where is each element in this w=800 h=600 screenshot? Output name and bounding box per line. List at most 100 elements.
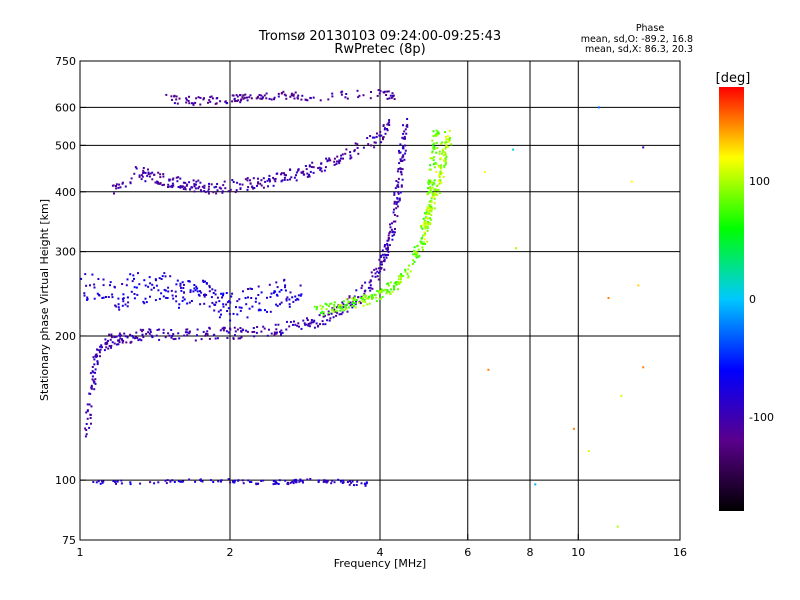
- scatter-point: [175, 300, 178, 303]
- scatter-point: [95, 353, 98, 356]
- scatter-point: [393, 233, 396, 236]
- scatter-point: [221, 327, 224, 330]
- scatter-point: [219, 309, 222, 312]
- scatter-point: [195, 97, 198, 100]
- scatter-point: [353, 295, 356, 298]
- scatter-point: [203, 186, 206, 189]
- scatter-point: [102, 278, 105, 281]
- scatter-point: [382, 91, 385, 94]
- scatter-point: [360, 482, 363, 485]
- scatter-point: [406, 118, 409, 120]
- scatter-point: [172, 338, 175, 341]
- scatter-point: [260, 480, 263, 482]
- scatter-point: [275, 281, 278, 284]
- scatter-point: [439, 158, 442, 161]
- scatter-point: [273, 331, 276, 334]
- scatter-point: [182, 480, 185, 483]
- scatter-point: [346, 97, 349, 100]
- scatter-point: [400, 273, 403, 276]
- scatter-point: [431, 150, 434, 153]
- scatter-point: [429, 168, 432, 171]
- scatter-point: [431, 139, 434, 142]
- scatter-point: [406, 123, 409, 126]
- scatter-point: [108, 333, 111, 336]
- scatter-point: [345, 307, 348, 310]
- scatter-point: [130, 340, 133, 343]
- scatter-point: [111, 341, 114, 344]
- scatter-point: [202, 330, 205, 333]
- scatter-point: [354, 142, 357, 145]
- scatter-point: [384, 244, 386, 246]
- scatter-point: [322, 480, 325, 483]
- x-tick-label: 8: [527, 546, 534, 559]
- scatter-point: [138, 174, 141, 177]
- scatter-point: [182, 296, 185, 299]
- scatter-point: [221, 296, 223, 299]
- scatter-point: [425, 225, 427, 228]
- scatter-point: [180, 286, 182, 289]
- scatter-point: [246, 96, 248, 99]
- scatter-point: [425, 213, 428, 216]
- scatter-point: [351, 302, 354, 304]
- scatter-point: [407, 264, 410, 267]
- scatter-point: [378, 258, 381, 261]
- scatter-point: [351, 480, 354, 483]
- scatter-point: [99, 482, 102, 485]
- scatter-point: [389, 223, 391, 226]
- scatter-point: [398, 199, 401, 202]
- scatter-point: [266, 334, 269, 337]
- scatter-point: [162, 328, 165, 331]
- scatter-point: [96, 292, 99, 295]
- grid-layer: [80, 61, 680, 540]
- scatter-point: [90, 422, 92, 425]
- scatter-point: [202, 281, 205, 283]
- scatter-point: [370, 144, 373, 147]
- scatter-point: [202, 279, 204, 282]
- scatter-point: [126, 305, 129, 308]
- scatter-point: [139, 328, 142, 331]
- scatter-point: [396, 185, 399, 188]
- scatter-point: [374, 141, 377, 144]
- scatter-point: [280, 329, 283, 332]
- scatter-point: [430, 210, 433, 213]
- scatter-point: [360, 287, 363, 290]
- scatter-point: [239, 94, 242, 97]
- scatter-point: [395, 207, 398, 210]
- scatter-point: [326, 159, 329, 162]
- scatter-point: [322, 315, 325, 318]
- scatter-point: [180, 480, 183, 483]
- scatter-point: [197, 96, 200, 99]
- scatter-point: [359, 297, 362, 299]
- scatter-point: [297, 94, 300, 97]
- scatter-point: [213, 303, 216, 306]
- points-layer: [80, 89, 645, 528]
- scatter-point: [288, 298, 291, 301]
- scatter-point: [110, 333, 113, 336]
- scatter-point: [257, 285, 260, 288]
- scatter-point: [435, 151, 438, 154]
- scatter-point: [221, 191, 224, 194]
- scatter-point: [235, 189, 238, 192]
- scatter-point: [169, 275, 172, 278]
- scatter-point: [283, 178, 286, 181]
- scatter-point: [450, 143, 453, 146]
- scatter-point: [397, 177, 400, 180]
- scatter-point: [125, 341, 128, 344]
- scatter-point: [109, 281, 112, 284]
- scatter-point: [383, 258, 386, 261]
- scatter-point: [153, 286, 155, 289]
- scatter-point: [432, 130, 435, 133]
- scatter-point: [309, 477, 312, 480]
- scatter-point: [310, 321, 313, 324]
- scatter-point: [139, 482, 142, 485]
- scatter-point: [306, 319, 309, 322]
- scatter-point: [416, 252, 419, 255]
- scatter-point: [375, 135, 378, 138]
- scatter-point: [274, 177, 277, 180]
- scatter-point: [173, 481, 176, 483]
- scatter-point: [331, 92, 334, 95]
- scatter-point: [385, 256, 388, 259]
- scatter-point: [177, 332, 180, 335]
- scatter-point: [183, 298, 186, 301]
- scatter-point: [317, 481, 320, 483]
